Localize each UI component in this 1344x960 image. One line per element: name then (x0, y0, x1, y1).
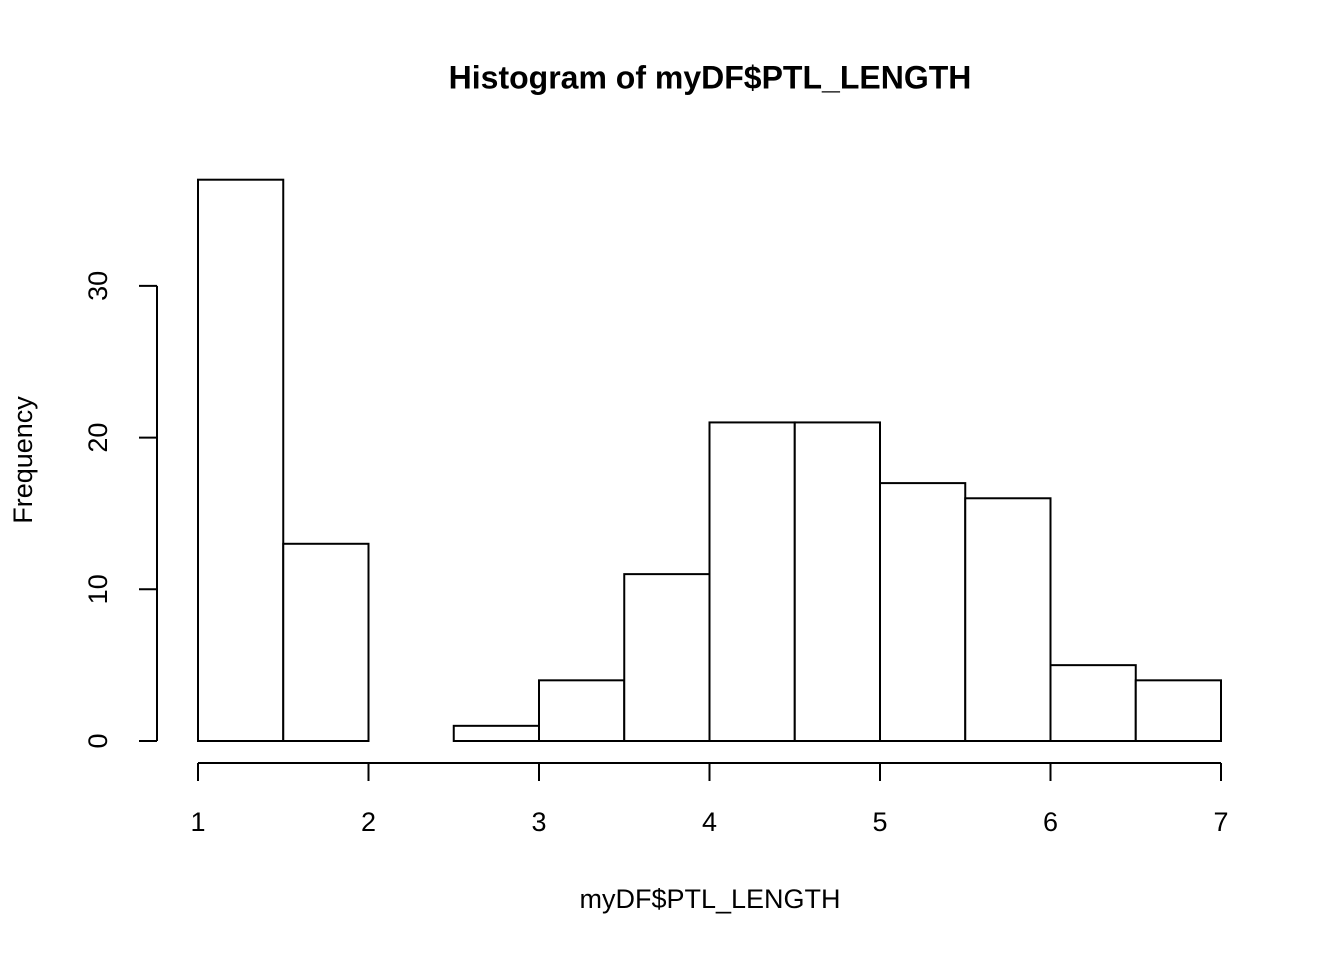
bar (282, 542, 370, 743)
bar (1134, 679, 1222, 742)
bar (623, 573, 711, 742)
x-tick-label: 3 (531, 807, 546, 837)
x-tick-label: 1 (190, 807, 205, 837)
bar (964, 497, 1052, 742)
y-axis-label: Frequency (8, 396, 38, 524)
chart-title: Histogram of myDF$PTL_LENGTH (449, 59, 972, 95)
bar (708, 421, 796, 742)
y-tick-label: 30 (83, 271, 113, 301)
bar (538, 679, 626, 742)
x-tick-label: 4 (702, 807, 717, 837)
x-tick-label: 7 (1213, 807, 1228, 837)
x-axis-label: myDF$PTL_LENGTH (579, 884, 840, 914)
y-tick-label: 10 (83, 574, 113, 604)
bar (197, 178, 285, 742)
bar (452, 724, 540, 742)
bar (1049, 664, 1137, 742)
bar (879, 482, 967, 742)
x-tick-label: 5 (872, 807, 887, 837)
x-tick-label: 6 (1043, 807, 1058, 837)
bar (793, 421, 881, 742)
x-tick-label: 2 (361, 807, 376, 837)
y-tick-label: 0 (83, 733, 113, 748)
y-tick-label: 20 (83, 423, 113, 453)
